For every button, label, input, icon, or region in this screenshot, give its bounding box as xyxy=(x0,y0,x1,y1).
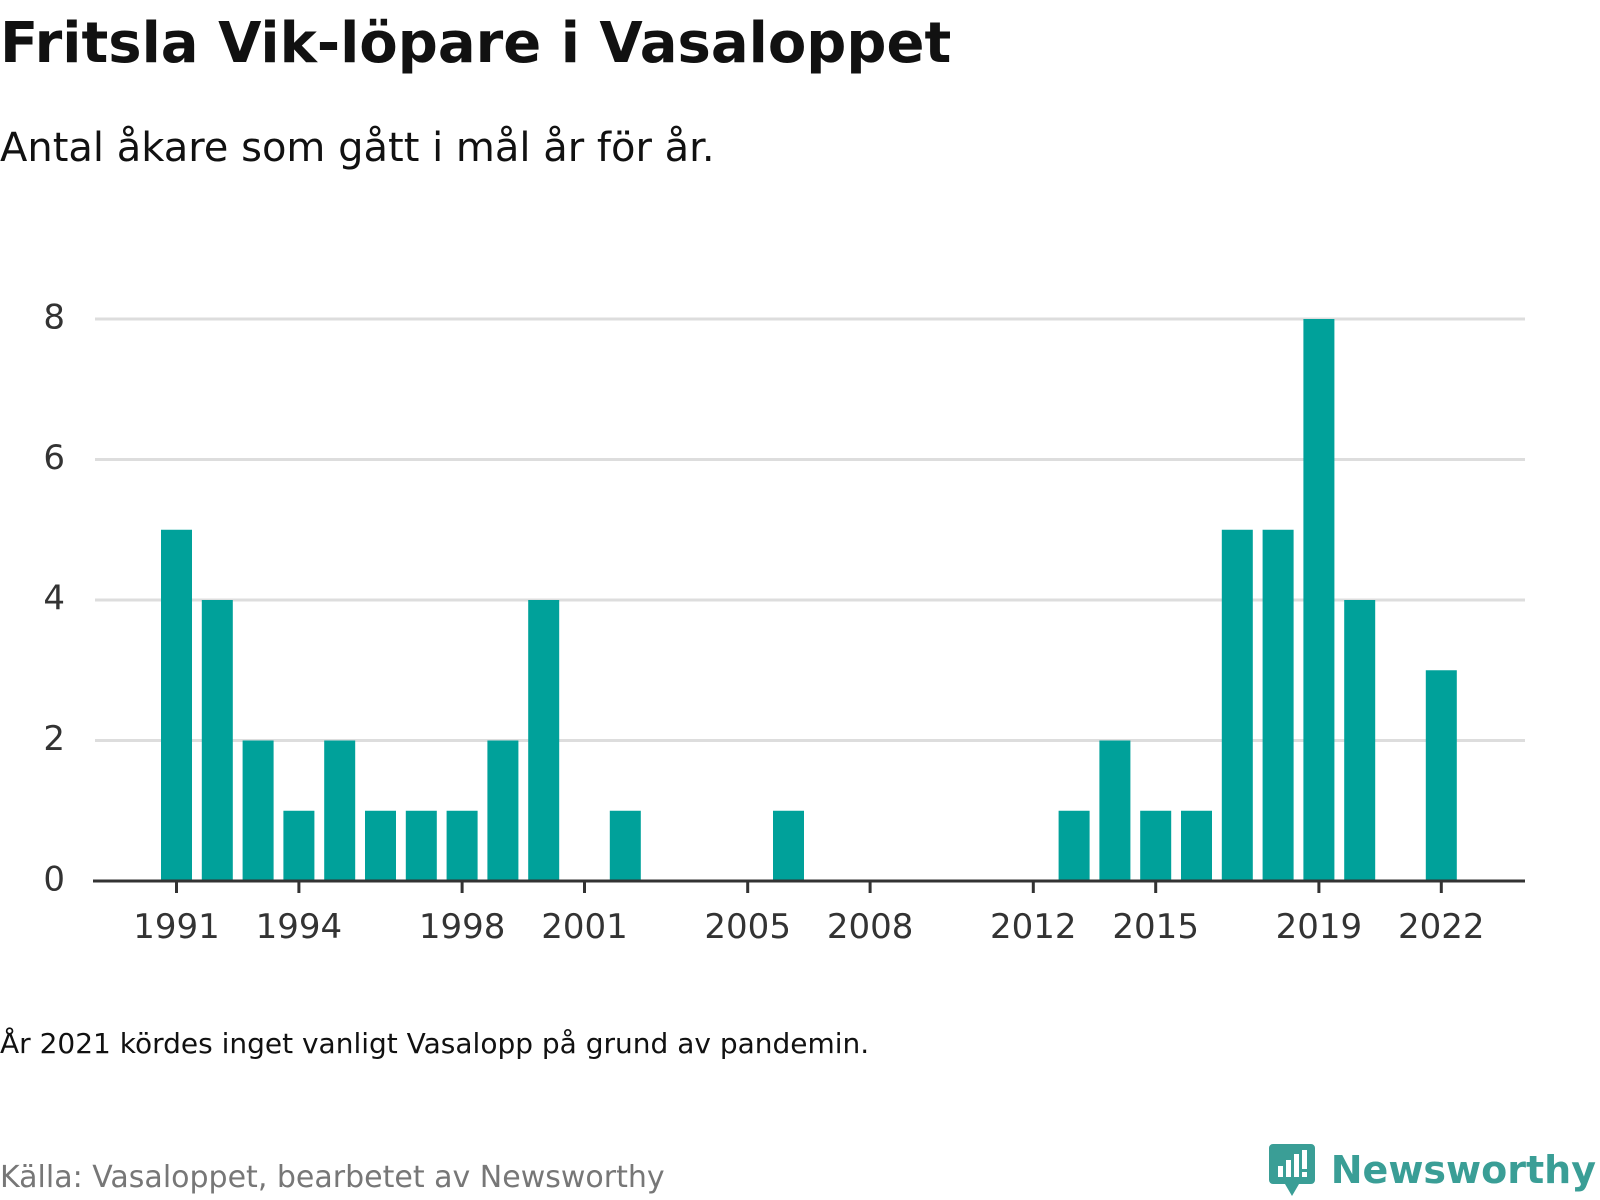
brand-name: Newsworthy xyxy=(1330,1148,1596,1192)
y-tick-label-2: 2 xyxy=(43,719,65,759)
y-tick-label-0: 0 xyxy=(43,860,65,900)
bar-2016 xyxy=(1181,810,1212,881)
x-tick-label-2019: 2019 xyxy=(1276,907,1363,947)
x-tick-label-2012: 2012 xyxy=(990,907,1077,947)
bar-2019 xyxy=(1303,319,1335,881)
bar-1991 xyxy=(161,529,192,881)
chart-subtitle: Antal åkare som gått i mål år för år. xyxy=(0,125,715,171)
bar-2013 xyxy=(1058,810,1090,881)
bar-2000 xyxy=(528,600,560,881)
y-tick-label-6: 6 xyxy=(43,438,65,478)
bar-1998 xyxy=(446,810,478,881)
brand-logo: Newsworthy xyxy=(1267,1140,1596,1200)
x-tick-label-2008: 2008 xyxy=(827,907,914,947)
bar-1994 xyxy=(283,810,315,881)
y-tick-label-4: 4 xyxy=(43,579,65,619)
y-axis-ticks: 0 2 4 6 8 xyxy=(43,298,65,900)
x-tick-label-2015: 2015 xyxy=(1112,907,1199,947)
x-axis-ticks: 1991 1994 1998 2001 2005 2008 2012 2015 2019 2022 xyxy=(133,881,1485,947)
chart-note: År 2021 kördes inget vanligt Vasalopp på… xyxy=(0,1027,870,1060)
bar-1996 xyxy=(365,810,396,881)
x-tick-label-1991: 1991 xyxy=(133,907,220,947)
bar-2022 xyxy=(1425,670,1457,881)
bar-2014 xyxy=(1099,740,1131,881)
x-tick-label-2001: 2001 xyxy=(541,907,628,947)
x-tick-label-1998: 1998 xyxy=(419,907,506,947)
bar-1995 xyxy=(324,740,356,881)
bars xyxy=(161,319,1457,881)
x-tick-label-2005: 2005 xyxy=(704,907,791,947)
bar-2018 xyxy=(1262,529,1294,881)
bar-2006 xyxy=(773,810,804,881)
newsworthy-logo-icon xyxy=(1268,1144,1315,1196)
bar-1997 xyxy=(405,810,437,881)
x-tick-label-2022: 2022 xyxy=(1398,907,1485,947)
bar-2020 xyxy=(1344,600,1376,881)
y-tick-label-8: 8 xyxy=(43,298,65,338)
bar-chart: 0 2 4 6 8 1991 1994 1998 2001 2005 2008 2012 2015 20… xyxy=(43,298,1525,947)
x-tick-label-1994: 1994 xyxy=(256,907,343,947)
chart-title: Fritsla Vik-löpare i Vasaloppet xyxy=(0,11,952,76)
bar-2002 xyxy=(609,810,641,881)
bar-1992 xyxy=(201,600,233,881)
bar-1993 xyxy=(242,740,274,881)
source-credit: Källa: Vasaloppet, bearbetet av Newswort… xyxy=(0,1160,665,1195)
bar-2017 xyxy=(1221,529,1253,881)
bar-2015 xyxy=(1140,810,1172,881)
bar-1999 xyxy=(487,740,519,881)
